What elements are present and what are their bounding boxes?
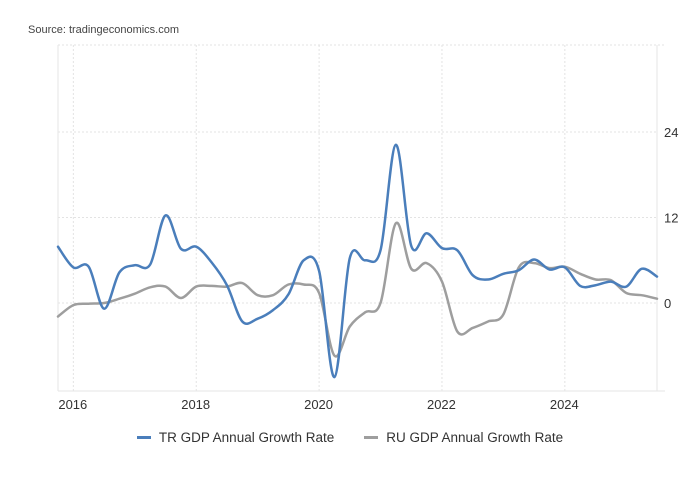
y-tick-label: 24 <box>664 125 678 140</box>
x-tick-label: 2018 <box>181 397 210 412</box>
tick-labels: 0 12 24 2016 2018 2020 2022 2024 <box>58 125 678 412</box>
legend-swatch-tr <box>136 436 151 439</box>
y-tick-label: 0 <box>664 296 671 311</box>
legend-swatch-ru <box>364 436 379 439</box>
x-tick-label: 2016 <box>58 397 87 412</box>
grid <box>58 44 665 391</box>
legend-item-tr[interactable]: TR GDP Annual Growth Rate <box>136 430 335 445</box>
axes <box>57 45 665 392</box>
source-label: Source: tradingeconomics.com <box>28 24 180 36</box>
x-tick-label: 2024 <box>550 397 579 412</box>
series-lines <box>56 143 659 379</box>
x-tick-label: 2022 <box>427 397 456 412</box>
series-line-tr <box>56 143 659 379</box>
legend-item-ru[interactable]: RU GDP Annual Growth Rate <box>364 430 563 445</box>
legend: TR GDP Annual Growth Rate RU GDP Annual … <box>0 430 700 445</box>
y-tick-label: 12 <box>664 211 678 226</box>
legend-label-tr: TR GDP Annual Growth Rate <box>158 430 335 445</box>
legend-label-ru: RU GDP Annual Growth Rate <box>386 430 564 445</box>
x-tick-label: 2020 <box>304 397 333 412</box>
series-line-ru <box>56 221 659 358</box>
